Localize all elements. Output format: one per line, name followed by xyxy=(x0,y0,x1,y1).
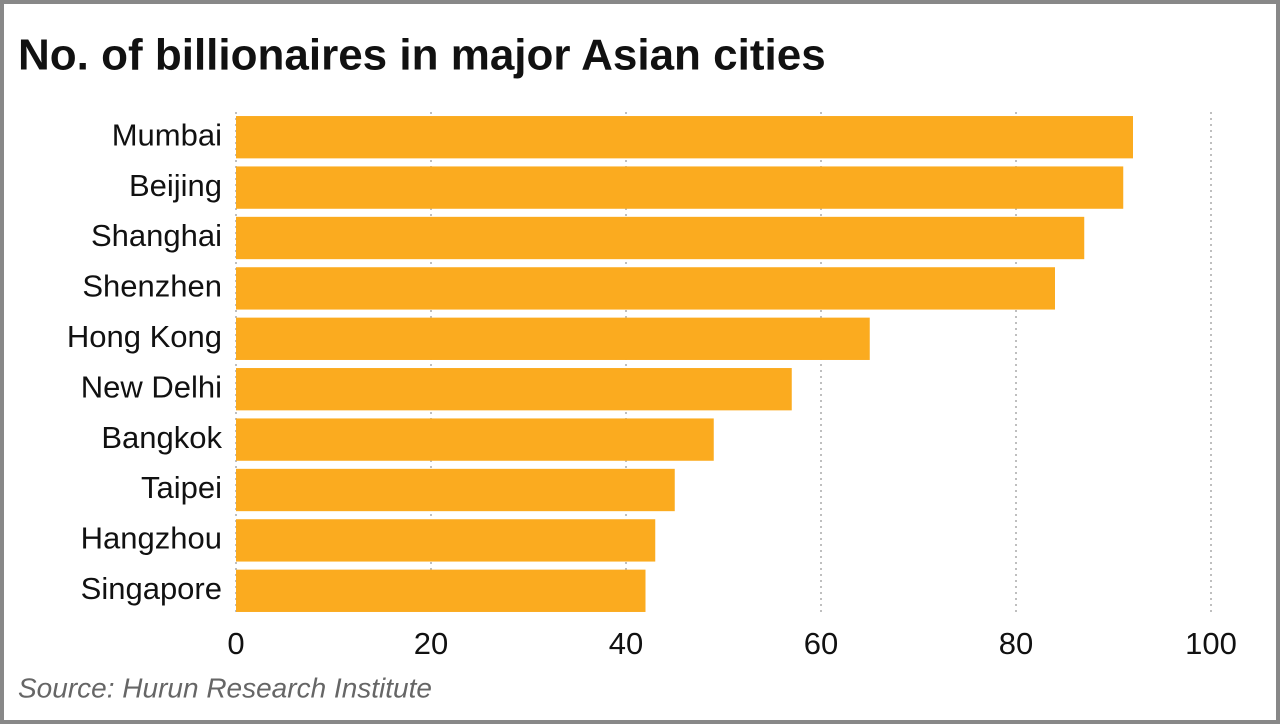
bar xyxy=(236,317,870,360)
source-note: Source: Hurun Research Institute xyxy=(18,672,432,703)
x-tick-label: 80 xyxy=(999,626,1033,661)
y-tick-label: Beijing xyxy=(129,168,222,203)
bar xyxy=(236,166,1124,209)
chart-title: No. of billionaires in major Asian citie… xyxy=(18,31,826,80)
x-tick-label: 0 xyxy=(227,626,244,661)
y-tick-label: Bangkok xyxy=(101,420,222,455)
y-tick-label: Hangzhou xyxy=(81,521,222,556)
y-tick-label: Taipei xyxy=(141,470,222,505)
bar xyxy=(236,116,1133,159)
bar xyxy=(236,216,1085,260)
y-tick-label: Hong Kong xyxy=(67,319,222,354)
bar xyxy=(236,569,646,612)
x-tick-label: 100 xyxy=(1185,626,1237,661)
bar xyxy=(236,418,714,461)
y-tick-label: Shenzhen xyxy=(82,269,222,304)
y-tick-label: Mumbai xyxy=(112,117,222,152)
bar xyxy=(236,267,1055,310)
y-tick-label: New Delhi xyxy=(81,369,222,404)
y-tick-label: Shanghai xyxy=(91,218,222,253)
x-tick-label: 20 xyxy=(414,626,448,661)
x-tick-label: 60 xyxy=(804,626,838,661)
bar xyxy=(236,468,675,512)
x-tick-label: 40 xyxy=(609,626,643,661)
y-tick-label: Singapore xyxy=(81,571,222,606)
bar xyxy=(236,519,656,562)
bar xyxy=(236,368,792,411)
